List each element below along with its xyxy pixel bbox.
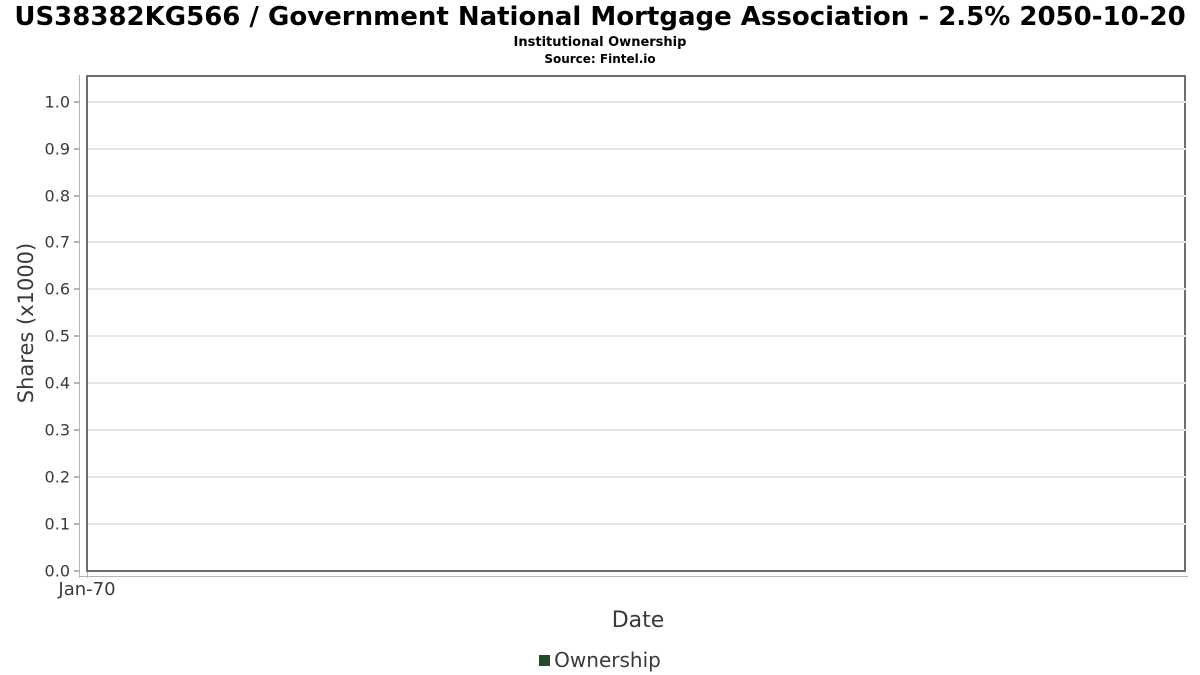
y-tick-mark [74,101,80,103]
gridline [88,288,1186,290]
y-tick-mark [74,523,80,525]
gridline [88,335,1186,337]
gridline [88,195,1186,197]
gridline [88,148,1186,150]
x-axis-line [79,576,1188,577]
y-tick-label: 0.0 [44,561,70,581]
gridline [88,241,1186,243]
gridline [88,101,1186,103]
y-tick-mark [74,335,80,337]
x-tick-mark [87,572,88,578]
chart-subtitle: Institutional Ownership [513,35,687,50]
x-tick-label: Jan-70 [58,579,116,600]
x-axis-title: Date [611,608,665,633]
gridline [88,382,1186,384]
y-tick-label: 0.9 [44,139,70,159]
y-tick-mark [74,429,80,431]
chart-title: US38382KG566 / Government National Mortg… [14,2,1186,32]
chart-source: Source: Fintel.io [544,52,656,66]
y-tick-label: 0.4 [44,373,70,393]
y-axis-title: Shares (x1000) [14,242,38,404]
gridline [88,476,1186,478]
y-tick-label: 0.8 [44,186,70,206]
gridline [88,429,1186,431]
legend: Ownership [0,647,1200,673]
y-tick-label: 1.0 [44,92,70,112]
y-tick-mark [74,476,80,478]
legend-marker-ownership [539,654,551,666]
y-tick-label: 0.7 [44,232,70,252]
y-tick-mark [74,288,80,290]
y-tick-label: 0.2 [44,467,70,487]
plot-area [86,75,1186,572]
y-tick-label: 0.6 [44,279,70,299]
legend-label-ownership: Ownership [554,648,661,672]
gridline [88,523,1186,525]
y-tick-label: 0.3 [44,420,70,440]
y-tick-mark [74,382,80,384]
y-axis-line [79,75,80,578]
y-tick-label: 0.5 [44,326,70,346]
y-tick-mark [74,195,80,197]
y-tick-mark [74,241,80,243]
y-tick-mark [74,148,80,150]
y-tick-label: 0.1 [44,514,70,534]
y-tick-mark [74,570,80,572]
